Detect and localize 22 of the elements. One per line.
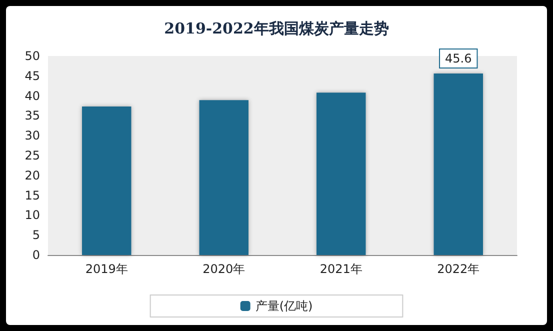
bar [82, 106, 132, 255]
chart-title: 2019-2022年我国煤炭产量走势 [164, 20, 389, 38]
y-tick-label: 35 [24, 108, 40, 123]
y-tick-label: 10 [24, 208, 40, 222]
x-tick-label: 2022年 [437, 262, 480, 276]
y-tick-label: 40 [24, 88, 40, 103]
y-tick-label: 25 [24, 148, 40, 162]
bar [316, 92, 366, 255]
y-tick-label: 45 [24, 68, 40, 83]
data-label: 45.6 [445, 52, 472, 66]
bar [199, 100, 248, 255]
x-tick-label: 2020年 [202, 262, 246, 276]
y-tick-label: 5 [32, 228, 40, 242]
y-tick-label: 0 [32, 248, 40, 262]
x-tick-label: 2019年 [85, 262, 128, 276]
bar [434, 74, 483, 255]
y-tick-label: 20 [24, 168, 40, 182]
y-tick-label: 50 [24, 49, 40, 63]
y-tick-label: 15 [24, 188, 40, 202]
y-tick-label: 30 [24, 128, 40, 143]
legend-label: 产量(亿吨) [255, 299, 313, 313]
x-tick-label: 2021年 [320, 262, 362, 276]
